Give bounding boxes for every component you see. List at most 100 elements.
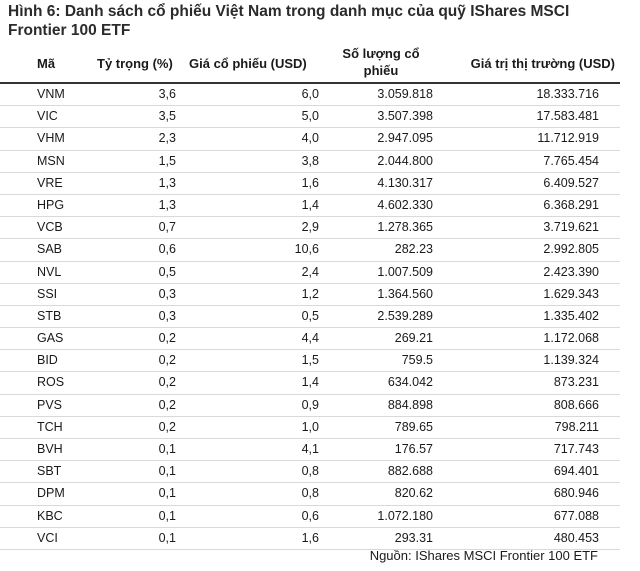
cell-weight: 0,2 bbox=[158, 397, 176, 412]
cell-market-value: 6.409.527 bbox=[543, 175, 599, 190]
cell-weight: 0,1 bbox=[158, 464, 176, 479]
cell-ticker: VNM bbox=[37, 87, 65, 101]
cell-price: 1,4 bbox=[301, 197, 319, 212]
cell-market-value: 17.583.481 bbox=[536, 109, 599, 124]
cell-market-value: 1.335.402 bbox=[543, 308, 599, 323]
table-row: PVS 0,2 0,9 884.898 808.666 bbox=[0, 395, 620, 417]
cell-price: 6,0 bbox=[301, 87, 319, 101]
cell-ticker: VIC bbox=[37, 109, 58, 124]
cell-price: 10,6 bbox=[294, 242, 319, 257]
table-row: VHM 2,3 4,0 2.947.095 11.712.919 bbox=[0, 128, 620, 151]
cell-weight: 0,6 bbox=[158, 242, 176, 257]
cell-shares: 293.31 bbox=[394, 530, 433, 545]
cell-ticker: GAS bbox=[37, 331, 64, 346]
table-row: BVH 0,1 4,1 176.57 717.743 bbox=[0, 439, 620, 462]
cell-market-value: 2.423.390 bbox=[543, 264, 599, 279]
cell-market-value: 18.333.716 bbox=[536, 87, 599, 101]
cell-ticker: MSN bbox=[37, 153, 65, 168]
cell-weight: 0,1 bbox=[158, 508, 176, 523]
cell-price: 4,4 bbox=[301, 331, 319, 346]
cell-weight: 0,1 bbox=[158, 530, 176, 545]
cell-weight: 0,3 bbox=[158, 286, 176, 301]
cell-price: 4,1 bbox=[301, 442, 319, 456]
cell-ticker: STB bbox=[37, 308, 62, 323]
cell-market-value: 6.368.291 bbox=[543, 197, 599, 212]
cell-weight: 0,3 bbox=[158, 308, 176, 323]
cell-shares: 1.007.509 bbox=[377, 264, 433, 279]
cell-ticker: VCI bbox=[37, 530, 58, 545]
cell-market-value: 798.211 bbox=[554, 419, 599, 434]
cell-ticker: SSI bbox=[37, 286, 58, 301]
cell-weight: 0,2 bbox=[158, 353, 176, 368]
cell-market-value: 873.231 bbox=[553, 375, 599, 390]
cell-ticker: SBT bbox=[37, 464, 62, 479]
cell-market-value: 677.088 bbox=[553, 508, 599, 523]
cell-market-value: 3.719.621 bbox=[543, 220, 599, 235]
cell-shares: 269.21 bbox=[394, 331, 433, 346]
cell-market-value: 808.666 bbox=[553, 397, 599, 412]
cell-price: 1,2 bbox=[301, 286, 319, 301]
cell-shares: 4.130.317 bbox=[377, 175, 433, 190]
table-row: VRE 1,3 1,6 4.130.317 6.409.527 bbox=[0, 173, 620, 195]
stock-table: Mã Tỷ trọng (%) Giá cổ phiếu (USD) Số lư… bbox=[0, 44, 620, 550]
cell-shares: 1.072.180 bbox=[377, 508, 433, 523]
table-row: DPM 0,1 0,8 820.62 680.946 bbox=[0, 483, 620, 506]
cell-price: 3,8 bbox=[301, 153, 319, 168]
cell-price: 1,6 bbox=[301, 530, 319, 545]
table-row: KBC 0,1 0,6 1.072.180 677.088 bbox=[0, 506, 620, 528]
cell-shares: 3.059.818 bbox=[377, 87, 433, 101]
cell-ticker: KBC bbox=[37, 508, 63, 523]
cell-ticker: BVH bbox=[37, 442, 63, 456]
cell-price: 4,0 bbox=[301, 131, 319, 146]
cell-weight: 1,3 bbox=[158, 175, 176, 190]
cell-price: 0,5 bbox=[301, 308, 319, 323]
cell-price: 1,4 bbox=[301, 375, 319, 390]
cell-market-value: 717.743 bbox=[553, 442, 599, 456]
table-row: TCH 0,2 1,0 789.65 798.211 bbox=[0, 417, 620, 439]
table-row: NVL 0,5 2,4 1.007.509 2.423.390 bbox=[0, 262, 620, 284]
cell-weight: 1,3 bbox=[158, 197, 176, 212]
cell-ticker: NVL bbox=[37, 264, 62, 279]
table-row: HPG 1,3 1,4 4.602.330 6.368.291 bbox=[0, 195, 620, 218]
table-caption: Hình 6: Danh sách cổ phiếu Việt Nam tron… bbox=[8, 3, 570, 39]
table-row: ROS 0,2 1,4 634.042 873.231 bbox=[0, 372, 620, 395]
cell-ticker: VHM bbox=[37, 131, 65, 146]
cell-ticker: TCH bbox=[37, 419, 63, 434]
table-row: VNM 3,6 6,0 3.059.818 18.333.716 bbox=[0, 84, 620, 107]
cell-shares: 282.23 bbox=[394, 242, 433, 257]
cell-shares: 2.044.800 bbox=[377, 153, 433, 168]
table-row: VCI 0,1 1,6 293.31 480.453 bbox=[0, 528, 620, 550]
table-row: BID 0,2 1,5 759.5 1.139.324 bbox=[0, 350, 620, 373]
cell-market-value: 680.946 bbox=[553, 486, 599, 501]
cell-ticker: ROS bbox=[37, 375, 65, 390]
cell-price: 0,8 bbox=[301, 464, 319, 479]
table-row: SAB 0,6 10,6 282.23 2.992.805 bbox=[0, 239, 620, 262]
cell-market-value: 480.453 bbox=[553, 530, 599, 545]
cell-shares: 759.5 bbox=[401, 353, 433, 368]
cell-shares: 1.364.560 bbox=[377, 286, 433, 301]
table-row: MSN 1,5 3,8 2.044.800 7.765.454 bbox=[0, 151, 620, 173]
cell-shares: 1.278.365 bbox=[377, 220, 433, 235]
cell-weight: 0,1 bbox=[158, 486, 176, 501]
cell-market-value: 11.712.919 bbox=[537, 131, 599, 146]
cell-ticker: VCB bbox=[37, 220, 63, 235]
table-row: VIC 3,5 5,0 3.507.398 17.583.481 bbox=[0, 106, 620, 129]
cell-shares: 820.62 bbox=[394, 486, 433, 501]
cell-market-value: 7.765.454 bbox=[543, 153, 599, 168]
cell-shares: 2.947.095 bbox=[377, 131, 433, 146]
cell-shares: 882.688 bbox=[387, 464, 433, 479]
cell-shares: 176.57 bbox=[394, 442, 433, 456]
cell-shares: 884.898 bbox=[387, 397, 433, 412]
table-row: SBT 0,1 0,8 882.688 694.401 bbox=[0, 461, 620, 484]
cell-ticker: DPM bbox=[37, 486, 65, 501]
cell-weight: 3,5 bbox=[158, 109, 176, 124]
cell-market-value: 1.139.324 bbox=[543, 353, 599, 368]
cell-weight: 0,5 bbox=[158, 264, 176, 279]
cell-market-value: 1.172.068 bbox=[543, 331, 599, 346]
table-body: VNM 3,6 6,0 3.059.818 18.333.716 VIC 3,5 5,0 3.5… bbox=[0, 84, 620, 550]
header-price: Giá cổ phiếu (USD) bbox=[189, 56, 307, 71]
header-weight: Tỷ trọng (%) bbox=[97, 56, 173, 71]
cell-market-value: 2.992.805 bbox=[543, 242, 599, 257]
cell-weight: 2,3 bbox=[158, 131, 176, 146]
table-row: STB 0,3 0,5 2.539.289 1.335.402 bbox=[0, 306, 620, 329]
